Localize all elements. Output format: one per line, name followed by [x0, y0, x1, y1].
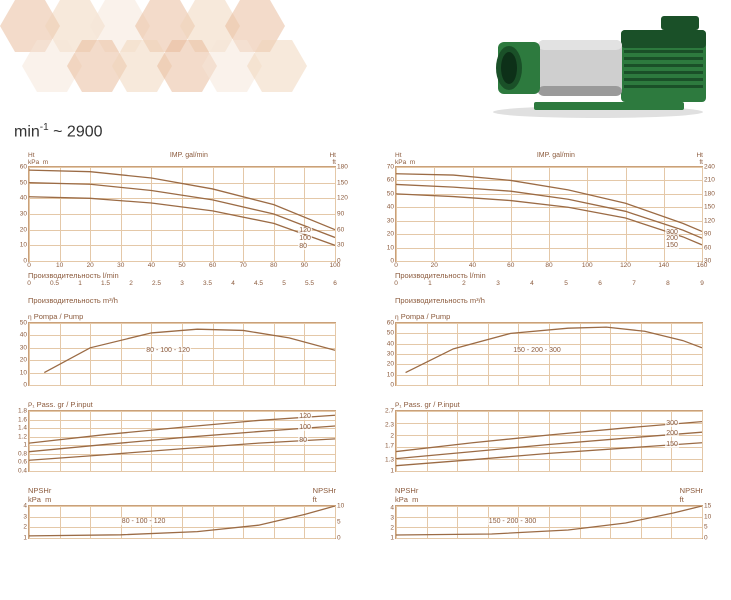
title-suffix: ~ 2900	[49, 123, 103, 140]
charts-area: HtkPa mIMP. gal/minHtft01020304050600306…	[8, 152, 723, 592]
pump-image	[476, 10, 721, 120]
header: min-1 ~ 2900	[0, 0, 731, 148]
right-column: HtkPa mIMP. gal/minHtft01020304050607030…	[375, 152, 723, 592]
page-title: min-1 ~ 2900	[14, 122, 103, 141]
left-column: HtkPa mIMP. gal/minHtft01020304050600306…	[8, 152, 356, 592]
title-sup: -1	[40, 122, 49, 133]
title-prefix: min	[14, 123, 40, 140]
